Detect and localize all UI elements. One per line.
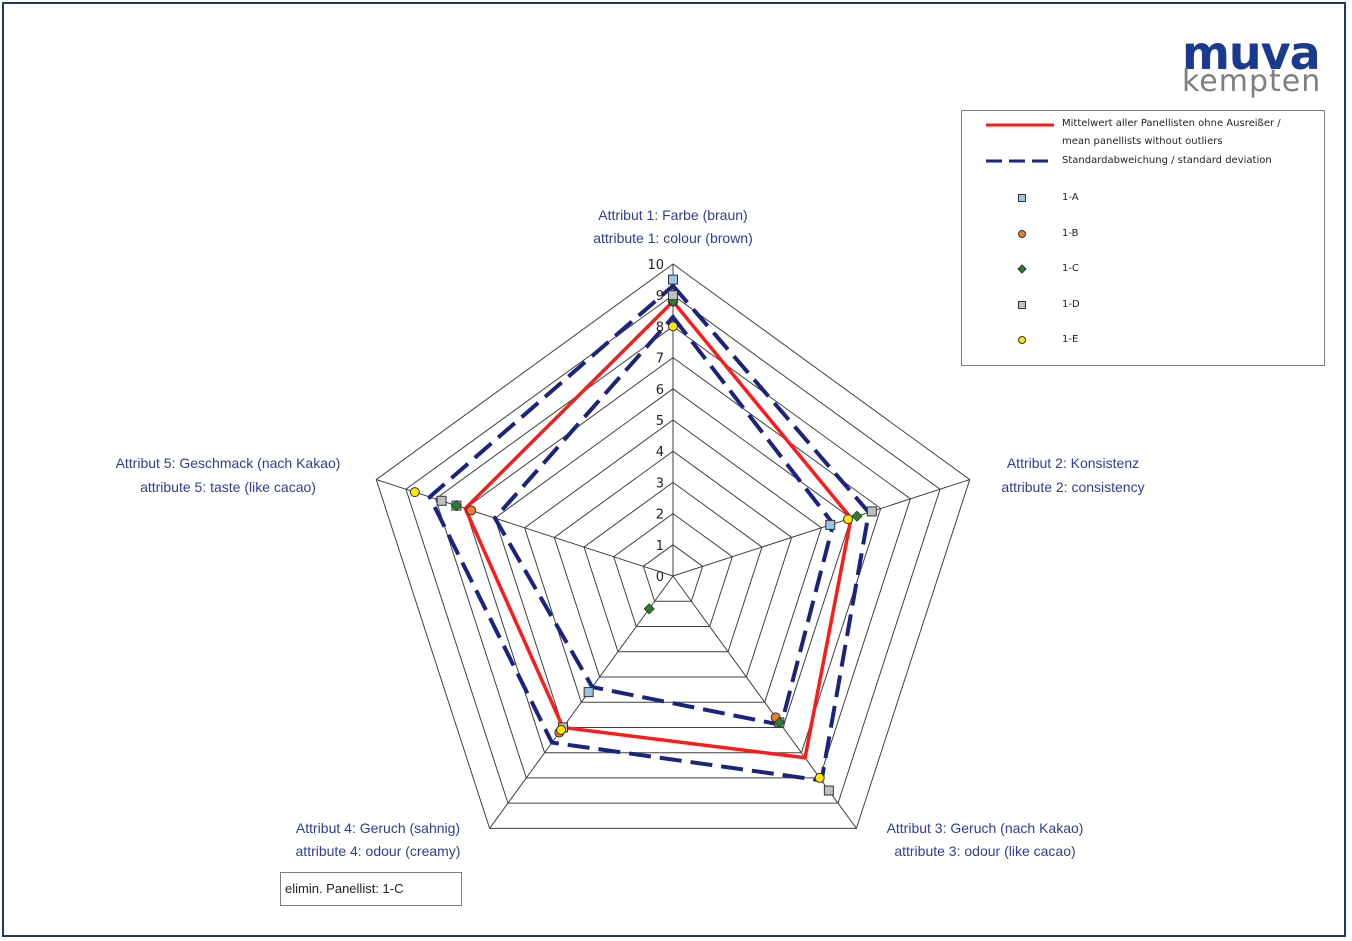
- point-1-E-attr-5: [409, 487, 420, 498]
- axis-label-1-en: attribute 1: colour (brown): [593, 230, 753, 246]
- eliminated-panellist-note: elimin. Panellist: 1-C: [280, 872, 462, 906]
- point-1-E-attr-1: [668, 321, 678, 332]
- legend-label-1-C: 1-C: [1062, 263, 1079, 274]
- point-1-A-attr-1: [668, 274, 678, 285]
- muva-logo: muva kempten: [1178, 26, 1328, 99]
- grid-ring-9: [405, 294, 941, 804]
- legend-mean-label-1: Mittelwert aller Panellisten ohne Ausrei…: [1062, 118, 1281, 129]
- tick-label-8: 8: [656, 320, 664, 335]
- point-1-B-attr-5: [466, 505, 477, 516]
- std-upper-line: [427, 283, 871, 783]
- grid-ring-3: [583, 481, 763, 653]
- std-lower-line: [492, 313, 836, 728]
- legend-marker-1-E: [1018, 336, 1026, 344]
- tick-label-3: 3: [656, 476, 664, 491]
- point-1-D-attr-3: [823, 785, 834, 796]
- legend-label-1-E: 1-E: [1062, 334, 1079, 345]
- point-1-C-attr-5: [450, 500, 462, 512]
- logo-main-text: muva: [1182, 26, 1321, 80]
- axis-label-3-de: Attribut 3: Geruch (nach Kakao): [887, 820, 1084, 836]
- point-1-C-attr-3: [773, 716, 785, 728]
- point-1-E-attr-2: [843, 514, 854, 525]
- point-1-E-attr-3: [814, 772, 825, 783]
- grid-ring-10: [375, 263, 971, 829]
- legend-std-dash-icon: [986, 159, 1054, 163]
- axis-label-4-de: Attribut 4: Geruch (sahnig): [296, 820, 460, 836]
- legend-std-label: Standardabweichung / standard deviation: [1062, 155, 1272, 166]
- axis-spoke-2: [672, 479, 970, 577]
- legend-label-1-B: 1-B: [1062, 227, 1079, 239]
- axis-label-4-en: attribute 4: odour (creamy): [296, 843, 461, 859]
- tick-label-10: 10: [647, 258, 664, 273]
- tick-label-4: 4: [656, 445, 664, 460]
- tick-label-9: 9: [656, 289, 664, 304]
- point-1-E-attr-4: [556, 724, 567, 735]
- point-1-D-attr-2: [866, 506, 877, 517]
- point-1-D-attr-1: [668, 290, 678, 301]
- legend-mean-label-2: mean panellists without outliers: [1062, 136, 1223, 147]
- tick-label-7: 7: [656, 352, 664, 367]
- point-1-C-attr-2: [851, 510, 863, 522]
- grid-ring-2: [613, 512, 733, 627]
- legend-label-1-A: 1-A: [1062, 192, 1079, 203]
- legend-marker-1-C: [1017, 264, 1027, 274]
- tick-label-0: 0: [656, 570, 664, 585]
- grid-ring-4: [553, 450, 793, 678]
- grid-ring-8: [435, 325, 911, 779]
- tick-label-2: 2: [656, 508, 664, 523]
- axis-label-5-de: Attribut 5: Geschmack (nach Kakao): [116, 455, 341, 471]
- point-1-D-attr-5: [436, 495, 447, 506]
- tick-label-1: 1: [656, 539, 664, 554]
- tick-label-6: 6: [656, 383, 664, 398]
- axis-spoke-5: [376, 479, 674, 577]
- axis-label-2-en: attribute 2: consistency: [1001, 479, 1144, 495]
- legend-mean-line-icon: [986, 123, 1054, 127]
- point-1-A-attr-4: [583, 687, 594, 698]
- legend-marker-1-D: [1018, 300, 1026, 309]
- tick-label-5: 5: [656, 414, 664, 429]
- chart-legend: Mittelwert aller Panellisten ohne Ausrei…: [961, 110, 1325, 366]
- grid-ring-1: [642, 544, 704, 602]
- axis-label-1-de: Attribut 1: Farbe (braun): [598, 207, 747, 223]
- legend-marker-1-A: [1018, 194, 1026, 202]
- legend-marker-1-B: [1018, 229, 1026, 238]
- grid-ring-6: [494, 388, 852, 728]
- logo-sub-text: kempten: [1182, 64, 1322, 99]
- legend-label-1-D: 1-D: [1062, 298, 1080, 310]
- axis-label-3-en: attribute 3: odour (like cacao): [894, 843, 1075, 859]
- axis-label-5-en: attribute 5: taste (like cacao): [140, 479, 316, 495]
- mean-line: [463, 298, 853, 760]
- point-1-A-attr-2: [825, 519, 836, 530]
- axis-spoke-4: [489, 575, 674, 829]
- axis-label-2-de: Attribut 2: Konsistenz: [1007, 455, 1139, 471]
- point-1-C-attr-4: [643, 603, 655, 615]
